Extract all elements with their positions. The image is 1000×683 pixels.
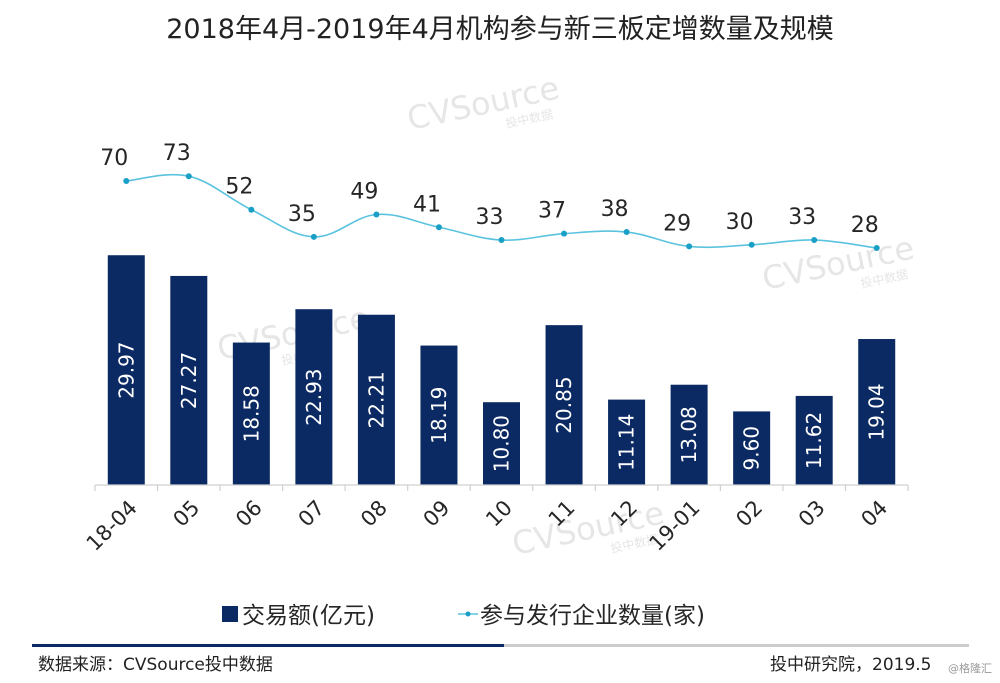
line-value-label: 33 [476, 205, 504, 230]
line-value-label: 38 [601, 197, 629, 222]
bar-value-label: 29.97 [114, 341, 138, 398]
line-point-07 [310, 233, 317, 240]
watermark-1: CVSource 投中数据 [404, 69, 563, 138]
legend-bar-swatch [222, 606, 238, 622]
bar-03 [795, 395, 833, 485]
bar-value-label: 27.27 [177, 352, 201, 409]
bar-08 [357, 314, 395, 485]
line-value-label: 73 [163, 141, 191, 166]
bar-value-label: 22.21 [364, 371, 388, 428]
line-point-03 [811, 237, 818, 244]
chart-title: 2018年4月-2019年4月机构参与新三板定增数量及规模 [166, 14, 834, 45]
bar-value-label: 22.93 [302, 368, 326, 425]
watermark-2: CVSource 投中数据 [759, 229, 918, 298]
svg-text:CVSource: CVSource [759, 229, 918, 298]
bar-10 [483, 402, 520, 485]
bar-value-label: 11.14 [615, 414, 639, 471]
x-tick-label: 09 [419, 496, 455, 532]
bar-series: 29.97 27.27 18.58 22.93 22.21 18.19 10.80 20.85… [107, 255, 896, 485]
line-value-label: 28 [851, 213, 879, 238]
line-value-label: 29 [663, 211, 691, 236]
bar-value-label: 13.08 [677, 406, 701, 463]
line-value-label: 35 [288, 202, 316, 227]
bar-09 [420, 345, 458, 485]
line-point-02 [748, 241, 755, 248]
line-point-06 [248, 206, 255, 213]
footer-publisher: 投中研究院，2019.5 [770, 655, 931, 675]
x-axis [94, 484, 909, 491]
footer-credit: @格隆汇 [948, 661, 992, 675]
bar-value-label: 19.04 [865, 383, 889, 440]
svg-text:CVSource: CVSource [404, 69, 563, 138]
footer-divider-light [504, 644, 969, 647]
line-point-12 [623, 229, 630, 236]
legend: 交易额(亿元) 参与发行企业数量(家) [222, 603, 705, 629]
bar-value-label: 18.58 [239, 385, 263, 442]
footer-divider-dark [32, 644, 504, 647]
bar-05 [170, 275, 208, 485]
x-tick-label: 18-04 [82, 496, 142, 556]
x-tick-label: 06 [231, 496, 267, 532]
line-value-label: 33 [788, 205, 816, 230]
line-point-05 [185, 173, 192, 180]
legend-line-label: 参与发行企业数量(家) [480, 603, 705, 629]
bar-value-label: 9.60 [740, 426, 764, 471]
legend-line-marker [465, 611, 471, 617]
x-tick-label: 03 [794, 496, 830, 532]
footer: 数据来源：CVSource投中数据 投中研究院，2019.5 @格隆汇 [32, 644, 992, 675]
line-point-10 [498, 237, 505, 244]
x-tick-label: 04 [856, 496, 892, 532]
line-value-label: 37 [538, 199, 566, 224]
bar-19-01 [670, 384, 708, 485]
bar-value-label: 18.19 [427, 387, 451, 444]
bar-value-label: 20.85 [552, 376, 576, 433]
line-point-18-04 [123, 178, 130, 184]
line-value-label: 30 [726, 210, 754, 235]
legend-item-bar: 交易额(亿元) [222, 603, 375, 629]
x-tick-label: 08 [356, 496, 392, 532]
bar-04 [858, 339, 896, 485]
bar-06 [232, 342, 270, 485]
line-value-label: 52 [225, 175, 253, 200]
line-value-label: 49 [350, 180, 378, 205]
x-tick-labels: 18-04 05 06 07 08 09 10 11 12 19-01 02 03 04 [82, 496, 893, 556]
x-tick-label: 07 [294, 496, 330, 532]
x-tick-label: 05 [168, 496, 204, 532]
footer-source: 数据来源：CVSource投中数据 [38, 655, 273, 675]
line-point-04 [873, 245, 880, 251]
bar-12 [608, 399, 646, 485]
line-value-label: 70 [100, 146, 128, 171]
bar-07 [295, 309, 333, 485]
legend-item-line: 参与发行企业数量(家) [458, 603, 705, 629]
bar-02 [733, 411, 771, 485]
x-tick-label: 02 [731, 496, 767, 532]
line-point-19-01 [686, 243, 693, 250]
watermark-4: CVSource 投中数据 [509, 494, 668, 563]
bar-value-label: 11.62 [802, 412, 826, 469]
line-point-08 [373, 211, 380, 218]
bar-value-label: 10.80 [490, 415, 514, 472]
svg-text:CVSource: CVSource [509, 494, 668, 563]
bar-18-04 [107, 255, 145, 485]
line-series: 70 73 52 35 49 41 33 37 38 29 30 33 28 [100, 141, 880, 251]
line-point-11 [561, 230, 568, 237]
legend-bar-label: 交易额(亿元) [242, 603, 375, 629]
bar-11 [545, 325, 583, 485]
line-value-label: 41 [413, 192, 441, 217]
line-point-09 [435, 224, 442, 231]
